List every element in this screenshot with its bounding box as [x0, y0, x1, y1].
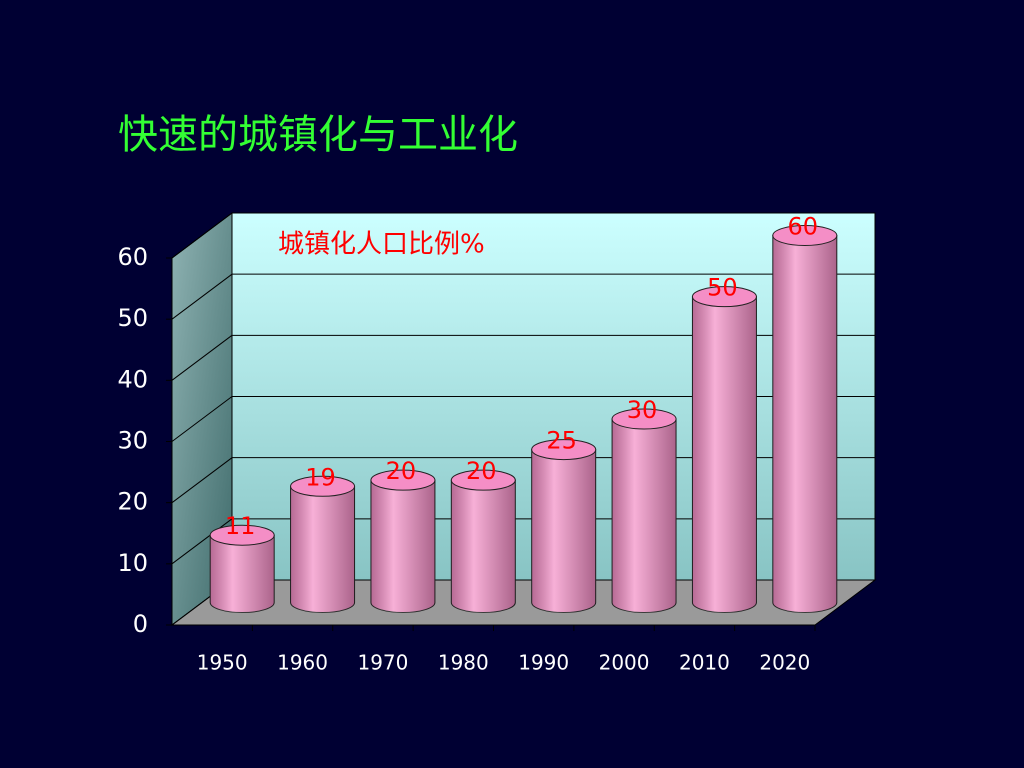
grid-line — [171, 396, 233, 442]
bar-top — [611, 408, 677, 430]
bar-top — [209, 524, 275, 546]
series-label: 城镇化人口比例% — [278, 230, 485, 260]
x-tick-label: 1970 — [357, 651, 408, 675]
value-label: 50 — [707, 274, 738, 302]
bar-shade — [451, 480, 516, 613]
grid-line — [171, 273, 233, 320]
bar-shade — [210, 535, 275, 613]
value-label: 25 — [546, 427, 577, 455]
bar-top — [370, 469, 436, 491]
y-tick-label: 0 — [133, 610, 148, 638]
bar-top — [772, 225, 838, 246]
value-label: 60 — [788, 213, 819, 241]
value-label: 20 — [466, 457, 497, 485]
x-tick-label: 1960 — [277, 651, 328, 675]
chart-title: 快速的城镇化与工业化 — [118, 112, 518, 158]
grid-line — [171, 518, 233, 565]
bar-shade — [772, 235, 837, 613]
y-tick-label: 30 — [117, 427, 148, 455]
grid-line — [171, 334, 233, 381]
y-tick-label: 50 — [117, 304, 148, 332]
y-tick-label: 60 — [117, 243, 148, 271]
bar-top — [531, 439, 597, 461]
y-tick-label: 20 — [117, 488, 148, 516]
value-label: 30 — [627, 396, 658, 424]
grid-line — [171, 212, 233, 259]
bar-top — [290, 475, 356, 497]
grid-line — [171, 457, 233, 504]
x-tick-label: 1980 — [438, 651, 489, 675]
bars: 11 19 20 20 25 30 50 60 — [209, 213, 838, 613]
x-tick-label: 1990 — [518, 651, 569, 675]
x-tick-label: 2000 — [599, 651, 650, 675]
bar-top — [450, 469, 516, 491]
bar-shade — [370, 480, 435, 613]
bar-shade — [612, 419, 677, 613]
x-tick-label: 1950 — [197, 651, 248, 675]
value-label: 19 — [305, 463, 336, 491]
bar-shade — [290, 486, 355, 613]
bar-shade — [692, 296, 757, 613]
value-label: 20 — [386, 457, 417, 485]
y-tick-label: 10 — [117, 549, 148, 577]
x-tick-label: 2010 — [679, 651, 730, 675]
x-tick-label: 2020 — [759, 651, 810, 675]
bar-shade — [531, 449, 596, 613]
value-label: 11 — [225, 512, 256, 540]
floor — [170, 579, 877, 626]
bar-top — [691, 286, 757, 308]
y-tick-label: 40 — [117, 365, 148, 393]
